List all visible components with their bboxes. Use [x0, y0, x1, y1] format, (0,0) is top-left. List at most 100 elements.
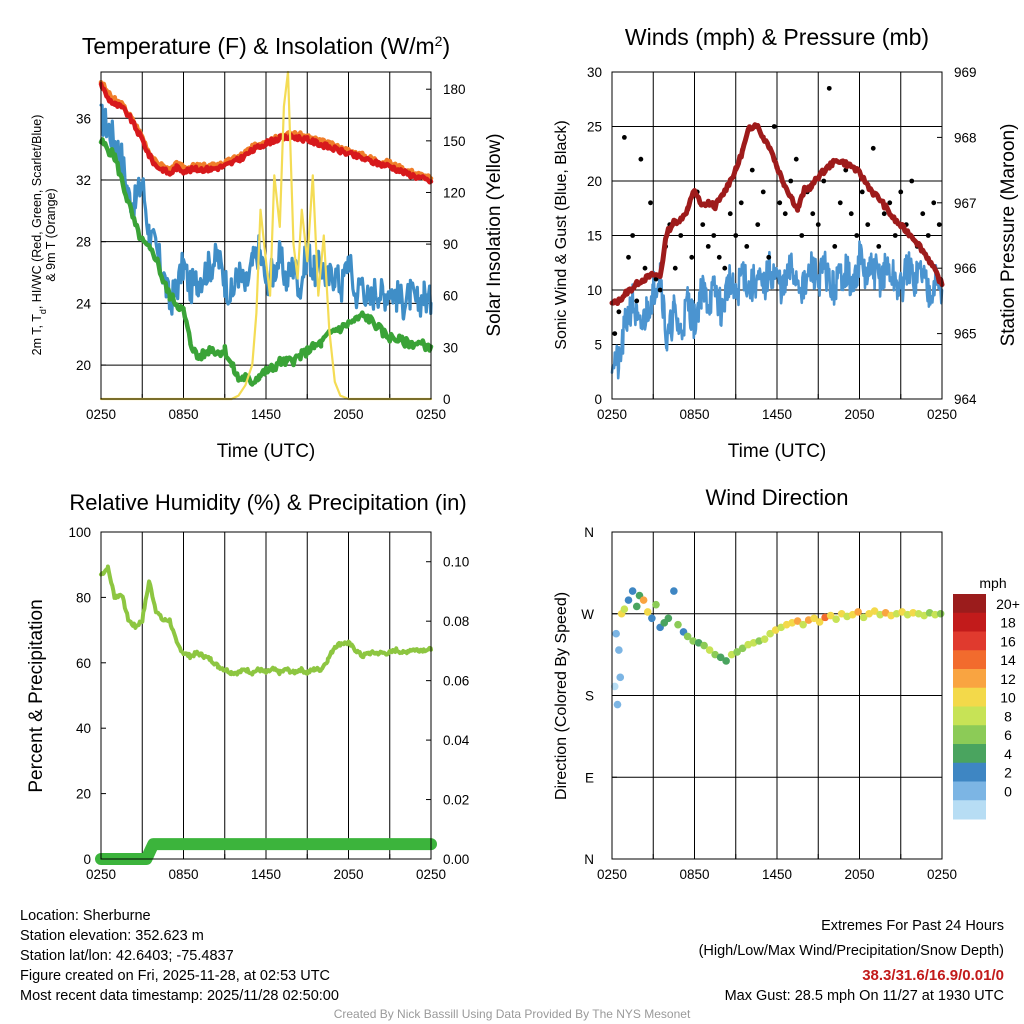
- gust-point: [859, 189, 865, 195]
- temp-panel-y2tick-label: 120: [443, 185, 466, 200]
- gust-point: [788, 178, 794, 184]
- direction-point: [632, 602, 641, 611]
- wind-panel-xtick-label: 2050: [844, 407, 874, 422]
- temp-panel-frame: [100, 71, 432, 400]
- gust-point: [909, 178, 915, 184]
- wind-panel-y2tick-label: 964: [954, 392, 977, 407]
- series-station-pressure: [609, 122, 945, 306]
- wind-panel-xtick-label: 0250: [597, 407, 627, 422]
- rh-panel-ytick-label: 60: [76, 656, 91, 671]
- temp-panel-xtick-label: 1450: [251, 407, 281, 422]
- gust-point: [738, 200, 744, 206]
- wind-panel-y2tick-label: 966: [954, 261, 977, 276]
- colorbar-label: 18: [1000, 615, 1016, 631]
- direction-point: [832, 615, 840, 623]
- gust-point: [722, 265, 728, 271]
- gust-point: [920, 211, 926, 217]
- rh-panel-xtick-label: 0250: [416, 867, 446, 882]
- wdir-panel-frame: [611, 531, 943, 860]
- rh-panel-ytick-label: 80: [76, 590, 91, 605]
- temp-panel-ytick-label: 28: [76, 235, 91, 250]
- gust-point: [749, 167, 755, 173]
- wdir-panel-ytick-label: N: [584, 852, 594, 867]
- gust-point: [898, 189, 904, 195]
- series-9m-t: [98, 79, 434, 181]
- wdir-chart-title: Wind Direction: [705, 485, 848, 510]
- gust-point: [810, 211, 816, 217]
- colorbar-label: 4: [1004, 746, 1012, 762]
- gust-point: [689, 254, 695, 260]
- gust-point: [727, 211, 733, 217]
- gust-point: [782, 211, 788, 217]
- colorbar-swatch: [953, 631, 986, 651]
- gust-point: [733, 233, 739, 238]
- colorbar-swatch: [953, 706, 986, 726]
- gust-point: [630, 233, 636, 238]
- direction-point: [766, 629, 774, 638]
- wind-panel-y2tick-label: 965: [954, 327, 977, 342]
- direction-point: [612, 629, 620, 638]
- direction-point: [648, 614, 656, 623]
- direction-point: [613, 700, 622, 709]
- colorbar-swatch: [953, 612, 986, 632]
- gust-point: [892, 233, 898, 238]
- elevation-text: Station elevation: 352.623 m: [20, 928, 204, 944]
- direction-point: [722, 657, 730, 665]
- credit-text: Created By Nick Bassill Using Data Provi…: [333, 1007, 691, 1021]
- gust-point: [705, 244, 711, 249]
- gust-point: [837, 200, 843, 206]
- extremes-values: 38.3/31.6/16.9/0.01/0: [862, 967, 1004, 984]
- wind-panel-ytick-label: 10: [587, 283, 602, 298]
- wind-panel-frame: [611, 71, 943, 400]
- direction-point: [615, 646, 623, 654]
- colorbar-label: 14: [1000, 652, 1016, 668]
- rh-chart-title: Relative Humidity (%) & Precipitation (i…: [69, 490, 466, 515]
- direction-point: [738, 644, 747, 653]
- wdir-panel-xtick-label: 0250: [927, 867, 957, 882]
- gust-point: [657, 287, 663, 293]
- rh-panel-y2tick-label: 0.08: [443, 614, 469, 629]
- wind-panel-xtick-label: 0250: [927, 407, 957, 422]
- max-gust-text: Max Gust: 28.5 mph On 11/27 at 1930 UTC: [724, 988, 1004, 1004]
- temp-panel-y2tick-label: 0: [443, 392, 451, 407]
- gust-point: [642, 265, 648, 271]
- gust-point: [777, 200, 783, 206]
- gust-point: [755, 222, 761, 228]
- recent-data-text: Most recent data timestamp: 2025/11/28 0…: [20, 988, 339, 1004]
- gust-point: [771, 124, 777, 129]
- wind-panel-y2tick-label: 968: [954, 130, 977, 145]
- direction-point: [700, 641, 708, 650]
- gust-point: [616, 309, 622, 315]
- temp-panel-y2tick-label: 90: [443, 237, 458, 252]
- colorbar-label: 8: [1004, 708, 1012, 724]
- rh-panel-frame: [100, 531, 432, 860]
- rh-panel-y2tick-label: 0.00: [443, 852, 469, 867]
- wind-x-axis-label: Time (UTC): [728, 441, 827, 462]
- created-text: Figure created on Fri, 2025-11-28, at 02…: [20, 968, 331, 984]
- gust-point: [854, 233, 860, 238]
- gust-point: [612, 331, 618, 336]
- temp-chart-title: Temperature (F) & Insolation (W/m2): [82, 33, 450, 59]
- gust-point: [626, 254, 631, 260]
- colorbar-label: 16: [1000, 633, 1016, 649]
- gust-point: [876, 244, 882, 249]
- gust-point: [634, 298, 640, 304]
- colorbar-label: 20+: [996, 596, 1020, 612]
- direction-point: [624, 596, 633, 604]
- direction-point: [616, 673, 625, 682]
- direction-point: [799, 620, 807, 629]
- rh-panel-ytick-label: 20: [76, 787, 91, 802]
- gust-point: [716, 254, 722, 260]
- direction-point: [628, 587, 637, 595]
- gust-point: [936, 222, 942, 228]
- direction-point: [643, 608, 652, 616]
- latlon-text: Station lat/lon: 42.6403; -75.4837: [20, 948, 234, 964]
- colorbar-swatch: [953, 744, 986, 764]
- gust-point: [700, 222, 706, 228]
- gust-point: [766, 254, 772, 260]
- temp-panel-ytick-label: 20: [76, 358, 91, 373]
- wind-panel-y2tick-label: 969: [954, 65, 977, 80]
- gust-point: [621, 135, 627, 140]
- temp-panel-y2tick-label: 30: [443, 340, 458, 355]
